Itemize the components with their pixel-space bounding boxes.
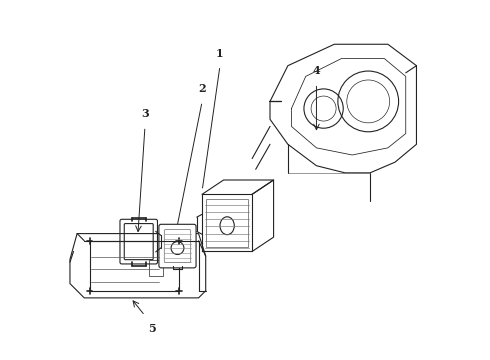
FancyBboxPatch shape (159, 224, 196, 268)
Bar (148, 260, 163, 276)
Text: 4: 4 (313, 66, 320, 76)
Text: 5: 5 (148, 323, 156, 334)
Text: 1: 1 (216, 48, 224, 59)
Bar (90, 241, 179, 291)
Bar (206, 199, 248, 247)
Text: 2: 2 (198, 83, 206, 94)
Text: 3: 3 (141, 108, 149, 119)
